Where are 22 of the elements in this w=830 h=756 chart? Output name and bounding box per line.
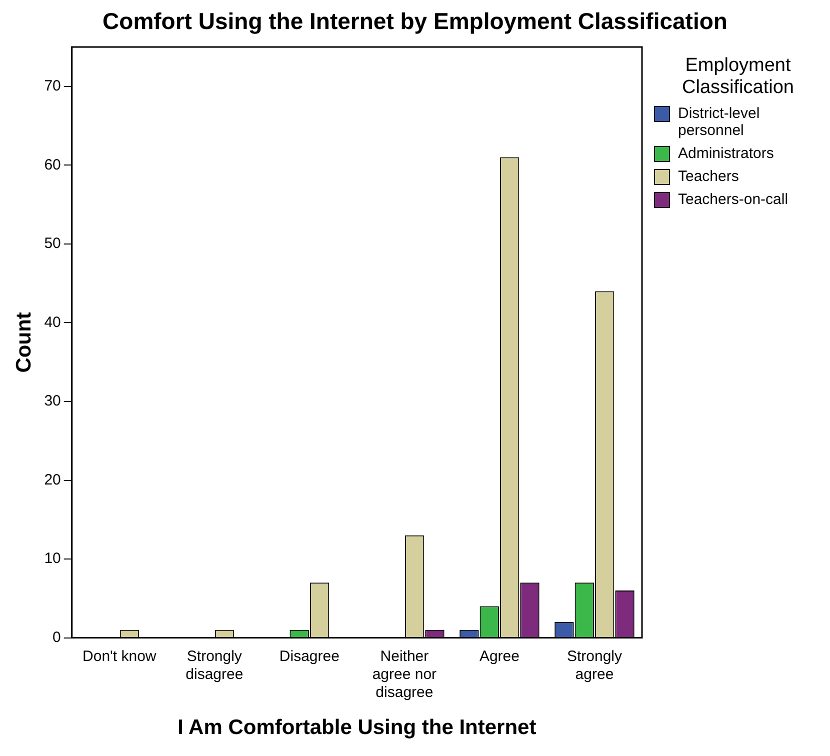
x-tick-label: Strongly disagree (186, 648, 244, 683)
legend-label: Teachers (678, 168, 739, 185)
y-tick-label: 60 (44, 156, 61, 174)
legend-label: Teachers-on-call (678, 191, 788, 208)
legend-title: Employment Classification (681, 55, 795, 99)
chart-title: Comfort Using the Internet by Employment Classification (102, 8, 728, 35)
y-tick-label: 0 (52, 628, 61, 646)
y-axis-title: Count (12, 312, 36, 373)
y-tick-label: 70 (44, 78, 61, 95)
x-tick-label: Disagree (279, 648, 340, 665)
legend-label: District-level personnel (678, 105, 761, 139)
x-tick-label: Don't know (82, 648, 156, 665)
x-tick-label: Neither agree nor disagree (372, 648, 437, 701)
x-tick-label: Strongly agree (566, 648, 622, 683)
legend-label: Administrators (678, 145, 774, 162)
x-axis-title: I Am Comfortable Using the Internet (178, 716, 536, 740)
y-tick-label: 10 (44, 550, 61, 568)
x-tick-label: Agree (479, 648, 520, 665)
y-tick-label: 20 (44, 471, 61, 488)
y-tick-label: 30 (44, 392, 61, 410)
y-tick-label: 50 (44, 235, 61, 252)
y-tick-label: 40 (44, 314, 61, 331)
